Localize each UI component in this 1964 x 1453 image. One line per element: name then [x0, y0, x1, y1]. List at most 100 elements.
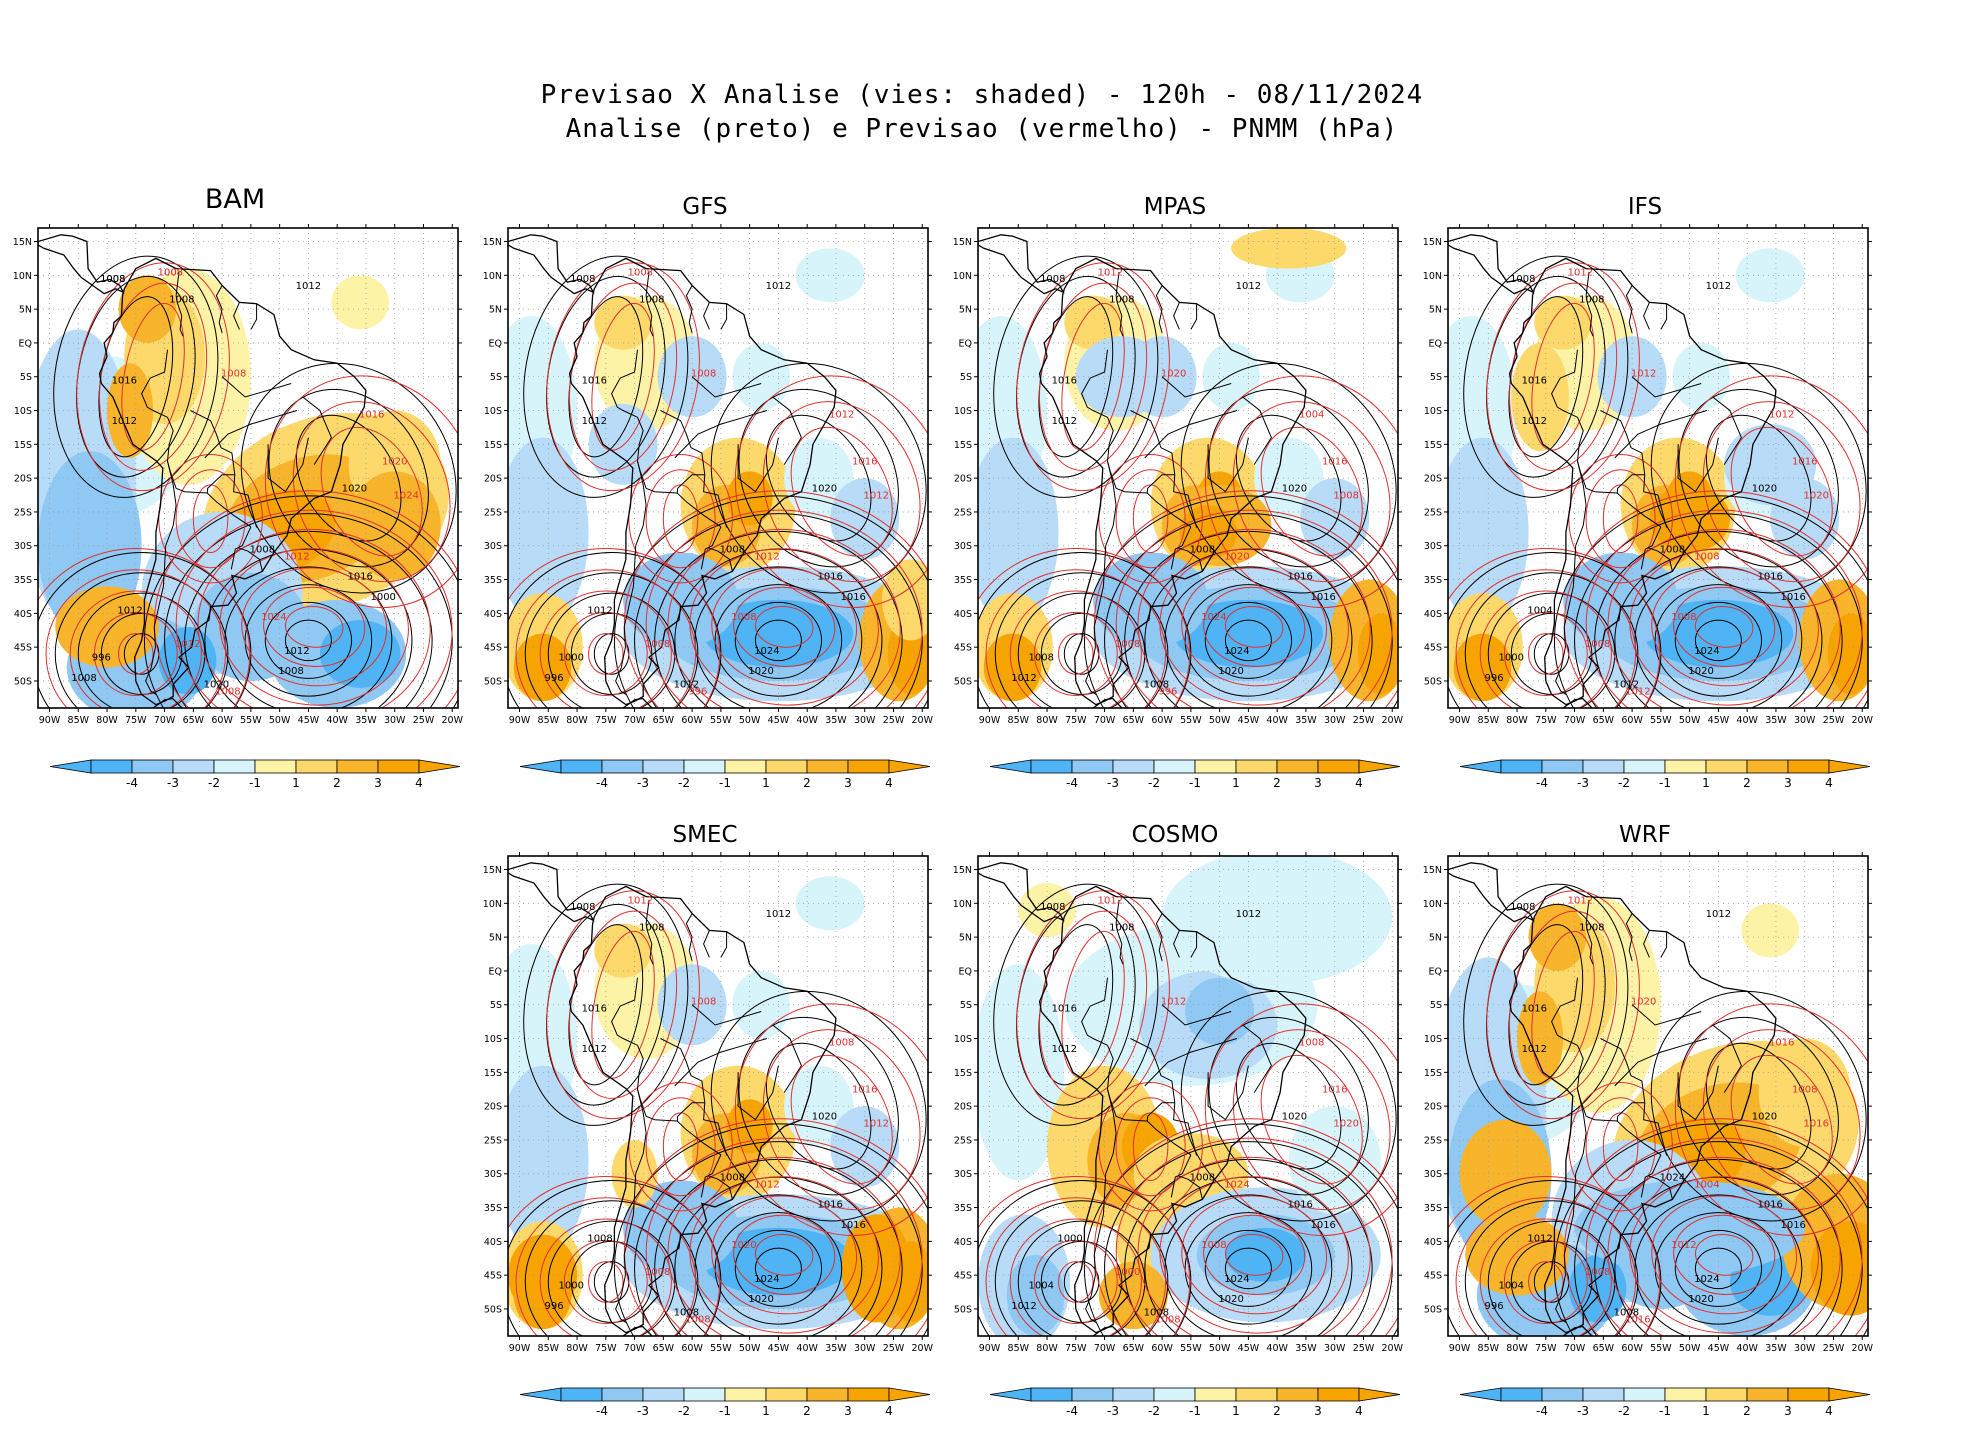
lon-tick-label: 70W: [624, 715, 646, 726]
colorbar: -4 -3 -2 -1 1 2 3 4: [519, 759, 931, 790]
lon-tick-label: 55W: [1180, 715, 1202, 726]
analysis-label: 1008: [1040, 274, 1065, 285]
analysis-label: 1012: [1706, 281, 1731, 292]
colorbar-tick-label: 1: [762, 776, 770, 790]
colorbar-tick-label: 4: [1825, 1404, 1833, 1418]
map-bam: 1008101210081016101210201008101610121008…: [13, 224, 464, 790]
colorbar-tick-label: 2: [1273, 776, 1281, 790]
forecast-label: 1024: [261, 612, 286, 623]
coastlines: [1448, 234, 1777, 708]
forecast-label: 1008: [691, 369, 716, 380]
lat-tick-label: EQ: [1429, 966, 1442, 977]
analysis-label: 1012: [1706, 909, 1731, 920]
colorbar-tick-label: 2: [803, 776, 811, 790]
lat-tick-label: 15N: [1423, 237, 1442, 248]
map-gfs: 1008 1012 1008 1016 1012 1020 1008 1016 1024 1020…: [483, 224, 934, 790]
analysis-label: 1012: [284, 646, 309, 657]
forecast-label: 1012: [754, 1179, 779, 1190]
analysis-label: 1016: [1287, 572, 1312, 583]
colorbar-tick-label: 1: [1702, 776, 1710, 790]
analysis-label: 1020: [1688, 1294, 1713, 1305]
panel-title: GFS: [682, 194, 728, 220]
colorbar-tick-label: -4: [1066, 1404, 1078, 1418]
lon-tick-label: 65W: [1593, 1343, 1615, 1354]
forecast-label: 1020: [382, 457, 407, 468]
forecast-label: 1012: [1625, 686, 1650, 697]
forecast-label: 1008: [1585, 1267, 1610, 1278]
analysis-label: 1016: [347, 572, 372, 583]
lon-tick-label: 75W: [1535, 1343, 1557, 1354]
lat-tick-label: 15N: [1423, 865, 1442, 876]
analysis-label: 1016: [1522, 375, 1547, 386]
colorbar-tick-label: 1: [762, 1404, 770, 1418]
analysis-label: 1024: [1224, 1274, 1249, 1285]
colorbar: -4 -3 -2 -1 1 2 3 4: [989, 759, 1401, 790]
lon-tick-label: 70W: [154, 715, 176, 726]
lon-tick-label: 60W: [1621, 715, 1643, 726]
forecast-label: 1012: [1098, 895, 1123, 906]
analysis-label: 1020: [1282, 484, 1307, 495]
lat-tick-label: 15N: [483, 237, 502, 248]
lon-tick-label: 75W: [1535, 715, 1557, 726]
lat-tick-label: 25S: [954, 1135, 972, 1146]
colorbar-tick-label: -1: [1189, 776, 1201, 790]
forecast-label: 1020: [1333, 1118, 1358, 1129]
forecast-isobars: [508, 262, 928, 708]
lon-tick-label: 50W: [269, 715, 291, 726]
colorbar-tick-label: -2: [1618, 1404, 1630, 1418]
analysis-label: 1012: [1052, 416, 1077, 427]
lat-tick-label: 15S: [484, 440, 502, 451]
colorbar-tick-label: 3: [1784, 776, 1792, 790]
forecast-label: 1012: [628, 895, 653, 906]
colorbar: -4 -3 -2 -1 1 2 3 4: [1459, 1387, 1871, 1418]
lon-tick-label: 60W: [211, 715, 233, 726]
analysis-label: 1016: [582, 375, 607, 386]
analysis-label: 1008: [250, 545, 275, 556]
lon-tick-label: 60W: [1621, 1343, 1643, 1354]
lat-tick-label: 30S: [14, 541, 32, 552]
lon-tick-label: 20W: [1852, 715, 1874, 726]
lon-tick-label: 20W: [912, 1343, 934, 1354]
forecast-isobars: [508, 890, 928, 1336]
lon-tick-label: 25W: [1353, 1343, 1375, 1354]
lat-tick-label: EQ: [1429, 338, 1442, 349]
forecast-label: 1008: [1671, 612, 1696, 623]
lat-tick-label: 35S: [484, 575, 502, 586]
colorbar-tick-label: -3: [1577, 1404, 1589, 1418]
lon-tick-label: 40W: [1736, 715, 1758, 726]
forecast-label: 1008: [1694, 551, 1719, 562]
forecast-label: 1024: [1224, 1179, 1249, 1190]
colorbar-tick-label: 2: [333, 776, 341, 790]
forecast-label: 1004: [1299, 409, 1324, 420]
lon-tick-label: 65W: [653, 1343, 675, 1354]
lon-tick-label: 50W: [739, 715, 761, 726]
panel-gfs: GFS 1008 1012 1008 1016 1012 1020 1008 1016 1024 1…: [470, 190, 940, 825]
forecast-label: 1012: [863, 490, 888, 501]
analysis-label: 1008: [1190, 1173, 1215, 1184]
lat-tick-label: 10S: [1424, 1034, 1442, 1045]
lat-tick-label: EQ: [489, 966, 502, 977]
lon-tick-label: 65W: [653, 715, 675, 726]
forecast-label: 1016: [1322, 457, 1347, 468]
analysis-label: 1012: [1052, 1044, 1077, 1055]
analysis-label: 1020: [1282, 1112, 1307, 1123]
analysis-label: 1016: [1780, 592, 1805, 603]
analysis-label: 1012: [1011, 673, 1036, 684]
colorbar-tick-label: 4: [1355, 776, 1363, 790]
colorbar-tick-label: 2: [1273, 1404, 1281, 1418]
forecast-label: 1008: [158, 267, 183, 278]
analysis-label: 1020: [342, 484, 367, 495]
lon-tick-label: 20W: [1852, 1343, 1874, 1354]
panel-title: SMEC: [672, 822, 738, 848]
lon-tick-label: 45W: [768, 1343, 790, 1354]
lat-tick-label: 40S: [954, 1237, 972, 1248]
lat-tick-label: 5N: [1429, 305, 1442, 316]
analysis-label: 1008: [1109, 294, 1134, 305]
forecast-label: 1008: [645, 639, 670, 650]
lon-tick-label: 35W: [1295, 715, 1317, 726]
map-frame: [507, 855, 929, 1337]
forecast-label: 1016: [359, 409, 384, 420]
colorbar-tick-label: 3: [374, 776, 382, 790]
lon-tick-label: 35W: [825, 1343, 847, 1354]
analysis-label: 1008: [1579, 922, 1604, 933]
